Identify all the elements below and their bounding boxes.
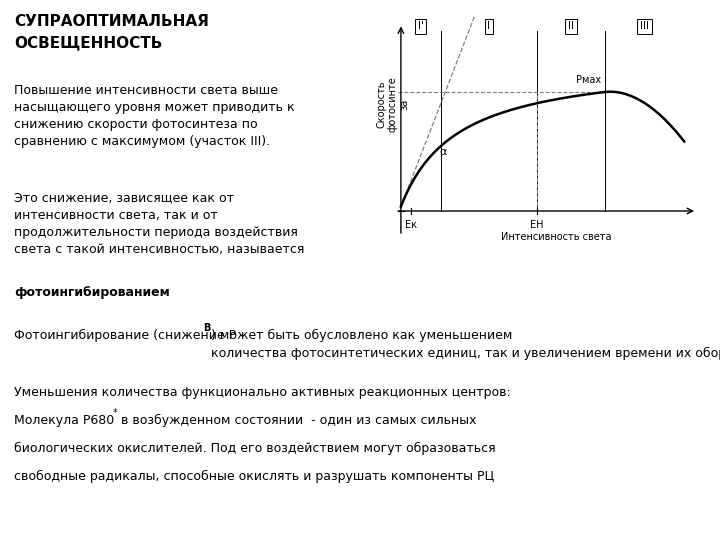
Text: Повышение интенсивности света выше
насыщающего уровня может приводить к
снижению: Повышение интенсивности света выше насыщ… (14, 84, 295, 148)
Text: Eк: Eк (405, 220, 417, 230)
Text: Фотоингибирование (снижение P: Фотоингибирование (снижение P (14, 329, 237, 342)
Text: в возбужденном состоянии  - один из самых сильных: в возбужденном состоянии - один из самых… (117, 414, 476, 427)
Text: биологических окислителей. Под его воздействием могут образоваться: биологических окислителей. Под его возде… (14, 442, 496, 455)
Text: Уменьшения количества функционально активных реакционных центров:: Уменьшения количества функционально акти… (14, 386, 511, 399)
Text: I': I' (418, 22, 423, 31)
Text: ) может быть обусловлено как уменьшением
количества фотосинтетических единиц, та: ) может быть обусловлено как уменьшением… (211, 329, 720, 360)
Text: .: . (138, 286, 143, 299)
Text: Молекула Р680: Молекула Р680 (14, 414, 114, 427)
Text: фотоингибированием: фотоингибированием (14, 286, 170, 299)
Text: *: * (112, 408, 117, 418)
Text: СУПРАОПТИМАЛЬНАЯ: СУПРАОПТИМАЛЬНАЯ (14, 14, 210, 29)
Text: Это снижение, зависящее как от
интенсивности света, так и от
продолжительности п: Это снижение, зависящее как от интенсивн… (14, 192, 305, 273)
Text: ОСВЕЩЕННОСТЬ: ОСВЕЩЕННОСТЬ (14, 35, 163, 50)
Text: Скорость
фотосинте
за: Скорость фотосинте за (377, 76, 410, 132)
Text: Интенсивность света: Интенсивность света (502, 232, 612, 241)
Text: Pмax: Pмax (575, 75, 600, 85)
Text: свободные радикалы, способные окислять и разрушать компоненты РЦ: свободные радикалы, способные окислять и… (14, 470, 495, 483)
Text: α: α (440, 147, 447, 158)
Text: EН: EН (530, 220, 544, 230)
Text: В: В (203, 323, 210, 333)
Text: III: III (640, 22, 649, 31)
Text: II: II (568, 22, 574, 31)
Text: I: I (487, 22, 490, 31)
